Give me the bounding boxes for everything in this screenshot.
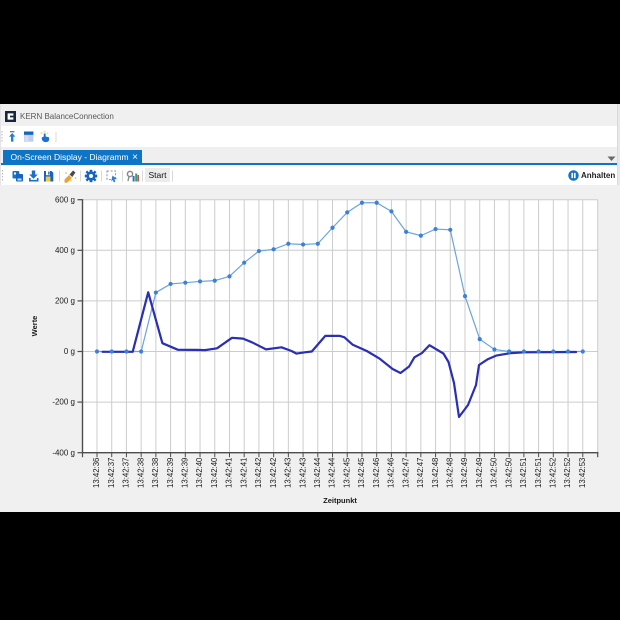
svg-text:13:42:48: 13:42:48 <box>445 458 454 488</box>
svg-text:13:42:39: 13:42:39 <box>166 458 175 488</box>
svg-text:13:42:38: 13:42:38 <box>136 458 145 488</box>
svg-text:13:42:46: 13:42:46 <box>372 458 381 488</box>
svg-text:13:42:45: 13:42:45 <box>357 457 366 488</box>
svg-text:13:42:44: 13:42:44 <box>313 457 322 488</box>
svg-text:13:42:50: 13:42:50 <box>490 457 499 488</box>
svg-text:13:42:43: 13:42:43 <box>298 458 307 488</box>
svg-text:13:42:48: 13:42:48 <box>431 458 440 488</box>
svg-text:200 g: 200 g <box>55 297 75 306</box>
svg-text:13:42:41: 13:42:41 <box>225 458 234 488</box>
svg-text:13:42:42: 13:42:42 <box>269 458 278 488</box>
svg-text:-400 g: -400 g <box>52 448 75 457</box>
svg-text:0 g: 0 g <box>64 347 75 356</box>
svg-text:Werte: Werte <box>30 316 39 337</box>
svg-text:13:42:42: 13:42:42 <box>254 458 263 488</box>
svg-text:13:42:51: 13:42:51 <box>534 458 543 488</box>
svg-text:13:42:53: 13:42:53 <box>578 458 587 488</box>
svg-text:13:42:40: 13:42:40 <box>210 457 219 488</box>
svg-text:13:42:49: 13:42:49 <box>475 458 484 488</box>
svg-text:13:42:52: 13:42:52 <box>549 458 558 488</box>
svg-text:13:42:37: 13:42:37 <box>122 458 131 488</box>
svg-text:13:42:38: 13:42:38 <box>151 458 160 488</box>
svg-text:13:42:47: 13:42:47 <box>416 458 425 488</box>
svg-text:13:42:37: 13:42:37 <box>107 458 116 488</box>
svg-text:13:42:36: 13:42:36 <box>92 458 101 488</box>
svg-text:13:42:51: 13:42:51 <box>519 458 528 488</box>
svg-text:13:42:45: 13:42:45 <box>342 457 351 488</box>
svg-text:13:42:49: 13:42:49 <box>460 458 469 488</box>
svg-text:13:42:46: 13:42:46 <box>387 458 396 488</box>
svg-text:13:42:52: 13:42:52 <box>563 458 572 488</box>
svg-text:400 g: 400 g <box>55 246 75 255</box>
svg-text:13:42:40: 13:42:40 <box>195 457 204 488</box>
svg-text:Zeitpunkt: Zeitpunkt <box>323 496 357 505</box>
svg-text:600 g: 600 g <box>55 195 75 204</box>
svg-text:13:42:39: 13:42:39 <box>181 458 190 488</box>
svg-text:13:42:43: 13:42:43 <box>284 458 293 488</box>
svg-text:13:42:44: 13:42:44 <box>328 457 337 488</box>
svg-text:13:42:41: 13:42:41 <box>239 458 248 488</box>
svg-text:-200 g: -200 g <box>52 398 75 407</box>
svg-text:13:42:47: 13:42:47 <box>401 458 410 488</box>
svg-text:13:42:50: 13:42:50 <box>504 457 513 488</box>
